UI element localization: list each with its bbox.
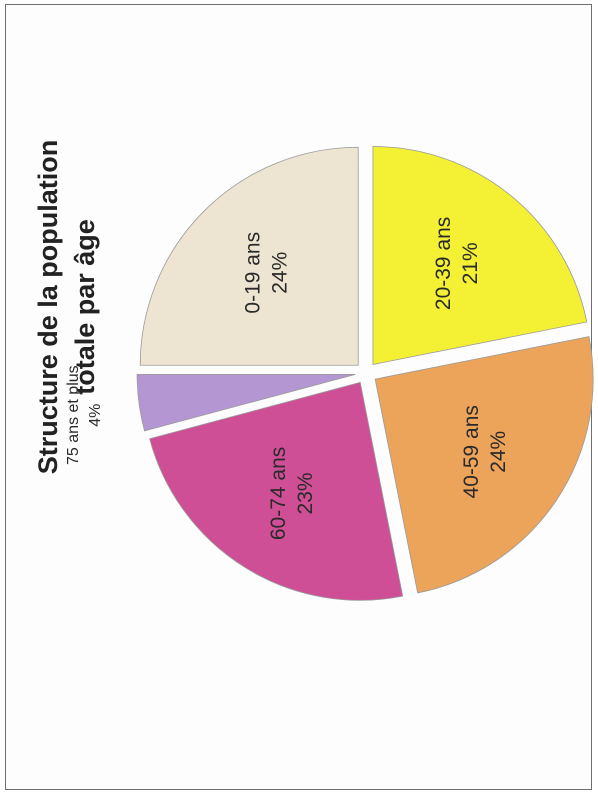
slice-label: 0-19 ans (242, 232, 265, 314)
slice-label: 40-59 ans (460, 405, 483, 498)
pie-slice-0-19-ans (139, 146, 359, 366)
slice-value-label: 21% (459, 242, 482, 284)
chart-title-line-2: totale par âge (70, 219, 100, 395)
slice-value-label: 24% (269, 252, 292, 294)
slice-value-label: 4% (87, 404, 104, 427)
slice-label: 75 ans et plus (65, 365, 82, 465)
slice-value-label: 23% (294, 472, 317, 514)
pie-slice-75-ans-et-plus (136, 374, 356, 432)
chart-title-line-1: Structure de la population (33, 140, 63, 475)
slice-value-label: 24% (487, 431, 510, 473)
pie-slice-40-59-ans (374, 336, 594, 594)
slice-label: 20-39 ans (432, 217, 455, 310)
pie-slice-20-39-ans (372, 146, 588, 365)
pie-slice-60-74-ans (149, 381, 404, 601)
slice-label: 60-74 ans (267, 447, 290, 540)
